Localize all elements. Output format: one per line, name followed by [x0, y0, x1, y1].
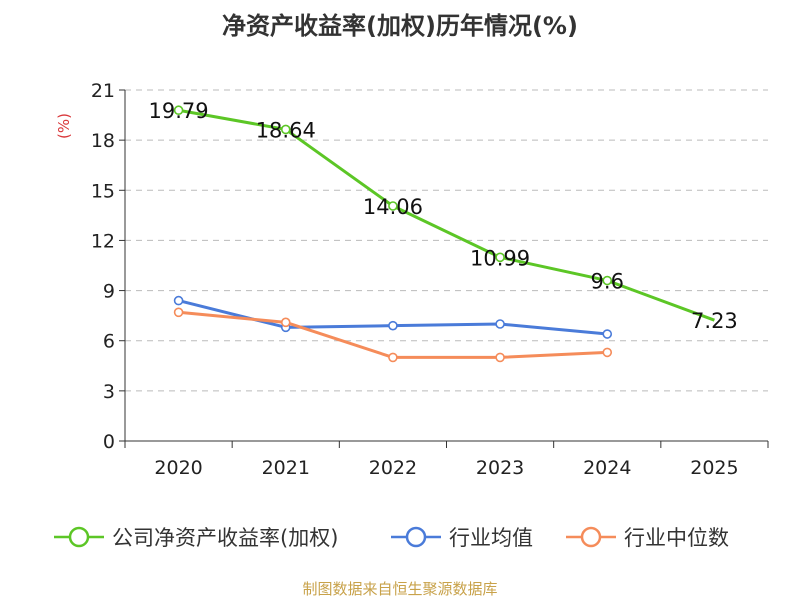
data-label: 18.64 [256, 118, 316, 142]
data-point [173, 105, 184, 116]
legend-item[interactable]: 公司净资产收益率(加权) [54, 526, 338, 550]
data-point [602, 329, 613, 339]
data-point [495, 319, 505, 329]
legend-marker [580, 526, 602, 548]
data-point [173, 307, 184, 318]
x-tick-label: 2022 [369, 457, 417, 479]
y-tick-label: 0 [103, 431, 115, 453]
legend-marker [405, 526, 427, 548]
legend-item[interactable]: 行业均值 [391, 526, 533, 550]
x-tick-label: 2021 [262, 457, 310, 479]
legend-label: 公司净资产收益率(加权) [112, 526, 338, 550]
legend-item[interactable]: 行业中位数 [566, 526, 729, 550]
source-note: 制图数据来自恒生聚源数据库 [302, 580, 497, 598]
data-label: 10.99 [470, 246, 530, 270]
y-tick-label: 9 [103, 281, 115, 303]
legend-label: 行业均值 [449, 526, 533, 550]
axes: 0 3 6 9 12 15 18 21 2020 2021 2022 2023 2024 2025 [91, 80, 769, 479]
y-tick-label: 15 [91, 180, 115, 202]
x-tick-label: 2020 [154, 457, 202, 479]
data-point [280, 124, 291, 135]
grid-lines [125, 89, 768, 392]
data-label: 7.23 [691, 309, 738, 333]
y-tick-label: 21 [91, 80, 115, 102]
data-point [388, 352, 398, 363]
series-line-1 [178, 108, 715, 322]
data-point [495, 352, 505, 363]
data-point [602, 275, 613, 286]
series-lines [173, 105, 715, 363]
data-labels: 19.79 18.64 14.06 10.99 9.6 7.23 [149, 99, 738, 333]
y-tick-label: 18 [91, 130, 115, 152]
data-point [173, 295, 184, 306]
data-label: 9.6 [591, 270, 624, 294]
legend-label: 行业中位数 [624, 526, 729, 550]
data-point [388, 320, 398, 331]
data-point [280, 317, 291, 328]
y-tick-label: 3 [103, 381, 115, 403]
y-tick-label: 12 [91, 230, 115, 252]
y-axis-unit: (%) [55, 113, 73, 139]
data-point [388, 201, 398, 211]
legend-marker [68, 526, 90, 548]
x-tick-label: 2023 [476, 457, 524, 479]
series-line-3 [178, 310, 608, 359]
x-tick-label: 2024 [583, 457, 631, 479]
data-point [602, 347, 613, 358]
x-tick-label: 2025 [690, 457, 738, 479]
chart-title: 净资产收益率(加权)历年情况(%) [222, 12, 578, 40]
y-tick-label: 6 [103, 331, 115, 353]
data-point [495, 252, 505, 263]
legend: 公司净资产收益率(加权) 行业均值 行业中位数 [54, 526, 729, 550]
data-label: 14.06 [363, 195, 423, 219]
data-label: 19.79 [149, 99, 209, 123]
